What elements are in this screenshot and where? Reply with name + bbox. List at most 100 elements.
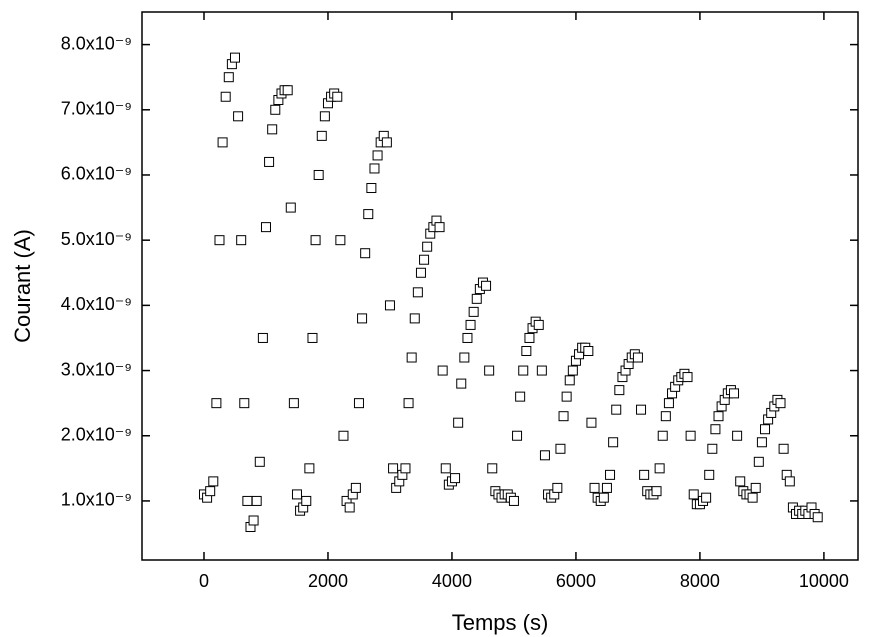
data-point [459,352,470,363]
data-point [639,469,650,480]
data-point [264,156,275,167]
data-point [481,280,492,291]
data-point [561,391,572,402]
data-point [704,469,715,480]
data-point [419,254,430,265]
data-point [688,489,699,500]
y-tick-label: 7.0x10⁻⁹ [61,99,132,119]
data-point [453,417,464,428]
data-point [589,482,600,493]
data-point [564,375,575,386]
data-point [381,137,392,148]
data-point [465,319,476,330]
data-point [614,385,625,396]
plot-frame [141,11,859,561]
y-tick-label: 4.0x10⁻⁹ [61,294,132,314]
data-point [750,482,761,493]
data-point [437,365,448,376]
x-axis-label: Temps (s) [452,610,549,635]
data-point [291,489,302,500]
data-point [344,502,355,513]
data-point [400,463,411,474]
data-point [363,209,374,220]
data-point [220,91,231,102]
data-point [409,313,420,324]
data-point [422,241,433,252]
data-point [388,463,399,474]
data-point [555,443,566,454]
data-point [707,443,718,454]
data-point [567,365,578,376]
data-point [301,495,312,506]
data-point [598,492,609,503]
data-point [360,248,371,259]
data-point [217,137,228,148]
y-tick-label: 2.0x10⁻⁹ [61,424,132,444]
data-point [335,235,346,246]
data-point [685,430,696,441]
y-tick-label: 8.0x10⁻⁹ [61,33,132,53]
data-point [605,469,616,480]
data-point [654,463,665,474]
data-point [636,404,647,415]
x-tick-label: 10000 [799,571,849,591]
data-point [350,482,361,493]
data-point [710,424,721,435]
data-point [304,463,315,474]
data-point [747,492,758,503]
data-point [440,463,451,474]
data-point [462,332,473,343]
data-point [512,430,523,441]
data-point [775,398,786,409]
data-point [211,398,222,409]
data-point [208,476,219,487]
data-point [214,235,225,246]
data-point [338,430,349,441]
data-point [357,313,368,324]
data-point [471,293,482,304]
data-point [651,486,662,497]
x-tick-label: 8000 [680,571,720,591]
data-point [450,473,461,484]
data-point [552,482,563,493]
data-point [608,437,619,448]
data-point [518,365,529,376]
data-point [601,482,612,493]
data-point [760,424,771,435]
data-point [307,332,318,343]
data-point [536,365,547,376]
data-point [521,345,532,356]
data-point [406,352,417,363]
data-point [205,486,216,497]
data-point [403,398,414,409]
data-point [663,398,674,409]
data-point [353,398,364,409]
data-point [316,130,327,141]
data-point [251,495,262,506]
data-point [657,430,668,441]
data-point [729,388,740,399]
data-point [270,104,281,115]
data-point [288,398,299,409]
x-tick-label: 6000 [556,571,596,591]
data-point [267,124,278,135]
x-tick-label: 0 [199,571,209,591]
data-point [753,456,764,467]
data-point [239,398,250,409]
data-point [369,163,380,174]
data-point [756,437,767,448]
data-point [434,222,445,233]
data-point [285,202,296,213]
data-point [229,52,240,63]
data-point [487,463,498,474]
data-point [713,411,724,422]
data-point [533,319,544,330]
x-tick-label: 2000 [308,571,348,591]
data-point [236,235,247,246]
data-point [313,169,324,180]
y-tick-label: 1.0x10⁻⁹ [61,490,132,510]
data-point [515,391,526,402]
data-point [558,411,569,422]
data-point [415,267,426,278]
